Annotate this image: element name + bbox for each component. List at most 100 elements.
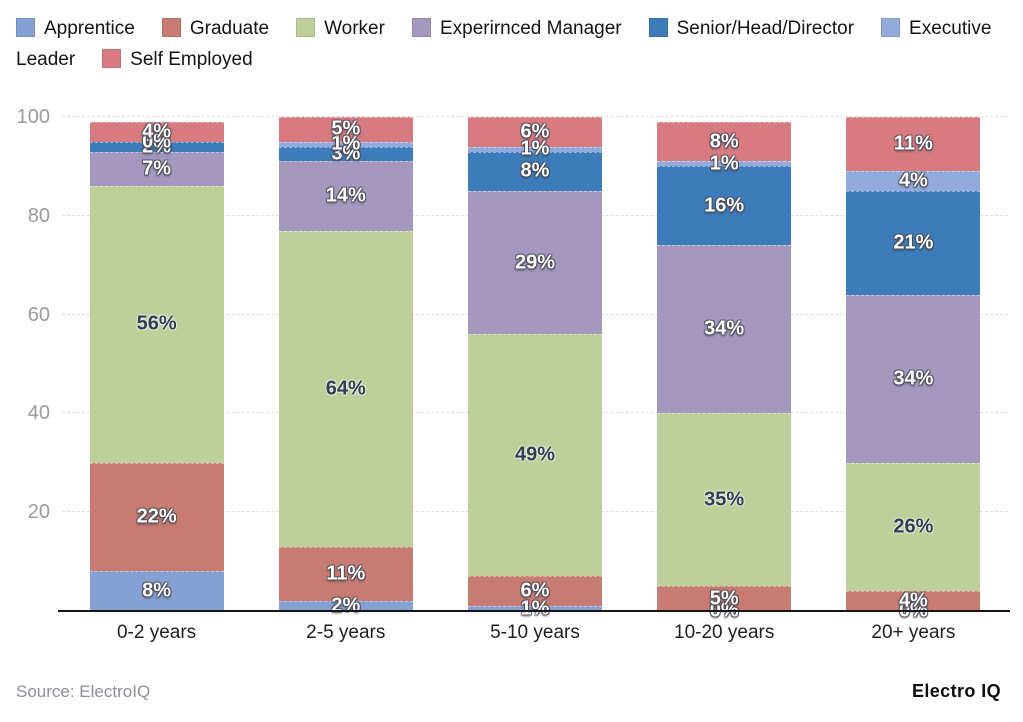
bar-segment <box>278 161 413 231</box>
segment-value-label: 4% <box>898 589 928 612</box>
x-axis-line <box>58 610 1010 612</box>
plot-area: 8% 22% 56% 7% 2% 0% 4% 2% 11% 64% 14% 3% 1% 5% 1% 6% 49%… <box>62 116 1008 622</box>
legend-item: Executive Leader <box>16 18 991 70</box>
segment-value-label: 11% <box>893 132 933 155</box>
bar-segment <box>278 117 413 142</box>
bar-segment <box>467 334 602 577</box>
segment-value-label: 8% <box>142 579 172 602</box>
x-category-label: 5-10 years <box>490 622 580 643</box>
bar-segment <box>278 146 413 162</box>
segment-value-label: 1% <box>520 137 550 160</box>
segment-value-label: 16% <box>704 194 745 217</box>
legend-item: Experirnced Manager <box>411 18 622 39</box>
stacked-bar: 0% 4% 26% 34% 21% 4% 11% <box>846 117 981 622</box>
bar-segment <box>846 171 981 192</box>
x-category-label: 0-2 years <box>116 622 197 643</box>
brand-logo: Electro IQ <box>911 681 1001 701</box>
bar-segment <box>278 230 413 547</box>
bar-segment <box>467 151 602 192</box>
y-tick-label: 60 <box>27 303 50 326</box>
legend-item: Graduate <box>161 18 269 39</box>
segment-value-label: 0% <box>142 130 172 153</box>
legend-swatch <box>411 18 431 37</box>
segment-value-label: 4% <box>898 169 928 192</box>
bar-segment <box>846 117 981 172</box>
bar-segment <box>89 141 224 152</box>
segment-value-label: 26% <box>893 515 934 538</box>
y-tick-label: 100 <box>16 106 50 128</box>
segment-value-label: 1% <box>709 152 739 175</box>
legend-item-label: Self Employed <box>130 49 253 70</box>
segment-value-label: 49% <box>514 443 555 466</box>
y-tick-label: 80 <box>27 204 50 227</box>
segment-value-label: 8% <box>709 130 739 153</box>
bar-slot: 8% 22% 56% 7% 2% 0% 4% <box>62 117 251 611</box>
bar-segment <box>89 121 224 142</box>
bar-segment <box>467 606 602 611</box>
bar-segment <box>657 413 792 587</box>
legend: Apprentice Graduate Worker Experirnced Mana… <box>16 13 1013 75</box>
bar-segment <box>278 141 413 147</box>
bar-segment <box>467 576 602 607</box>
segment-value-label: 34% <box>704 317 745 340</box>
bar-segment <box>846 191 981 295</box>
legend-item: Senior/Head/Director <box>648 18 855 39</box>
legend-item-label: Senior/Head/Director <box>676 18 855 39</box>
source-note: Source: ElectroIQ <box>16 682 151 701</box>
x-category-label: 2-5 years <box>306 622 386 643</box>
bar-segment <box>846 591 981 611</box>
legend-swatch <box>16 18 35 37</box>
bar-segment <box>89 571 224 611</box>
segment-value-label: 29% <box>514 251 555 274</box>
segment-value-label: 22% <box>136 505 177 528</box>
bar-slot: 0% 4% 26% 34% 21% 4% 11% <box>819 117 1008 622</box>
bar-segment <box>278 546 413 602</box>
legend-swatch <box>648 18 668 37</box>
bar-segment <box>657 586 792 611</box>
segment-value-label: 8% <box>520 159 550 182</box>
legend-item: Self Employed <box>102 49 253 70</box>
legend-item-label: Apprentice <box>44 18 135 39</box>
bar-segment <box>278 601 413 611</box>
legend-item-label: Experirnced Manager <box>439 18 622 39</box>
legend-swatch <box>102 49 122 68</box>
bar-segment <box>657 245 792 414</box>
bar-segment <box>657 121 792 162</box>
legend-item-label: Executive Leader <box>16 18 992 70</box>
segment-value-label: 35% <box>704 488 745 511</box>
legend-swatch <box>296 18 316 37</box>
bar-slot: 0% 5% 35% 34% 16% 1% 8% <box>630 117 819 622</box>
segment-value-label: 4% <box>142 120 172 143</box>
legend-swatch <box>881 18 901 37</box>
segment-value-label: 1% <box>331 132 361 155</box>
segment-value-label: 7% <box>142 157 172 180</box>
bar-segment <box>846 462 981 592</box>
segment-value-label: 2% <box>142 135 172 158</box>
bar-segment <box>657 166 792 246</box>
bar-segment <box>89 186 224 463</box>
bar-segment <box>467 191 602 335</box>
segment-value-label: 6% <box>520 579 550 602</box>
grid-line <box>62 116 1008 117</box>
legend-item: Worker <box>296 18 385 39</box>
x-category-label: 20+ years <box>871 622 956 643</box>
bar-segment <box>89 462 224 572</box>
bar-segment <box>467 117 602 147</box>
segment-value-label: 6% <box>520 120 550 143</box>
bar-slot: 2% 11% 64% 14% 3% 1% 5% <box>251 117 440 617</box>
segment-value-label: 21% <box>893 231 934 254</box>
segment-value-label: 64% <box>325 377 366 400</box>
segment-value-label: 56% <box>136 312 177 335</box>
legend-item-label: Worker <box>324 18 385 39</box>
bar-segment <box>89 151 224 187</box>
segment-value-label: 34% <box>893 367 934 390</box>
stacked-bar: 0% 5% 35% 34% 16% 1% 8% <box>657 117 792 622</box>
y-tick-label: 20 <box>27 501 50 524</box>
segment-value-label: 2% <box>331 594 361 617</box>
legend-item: Apprentice <box>16 18 135 39</box>
bar-segment <box>846 294 981 463</box>
y-tick-label: 40 <box>27 402 50 425</box>
legend-swatch <box>161 18 181 37</box>
